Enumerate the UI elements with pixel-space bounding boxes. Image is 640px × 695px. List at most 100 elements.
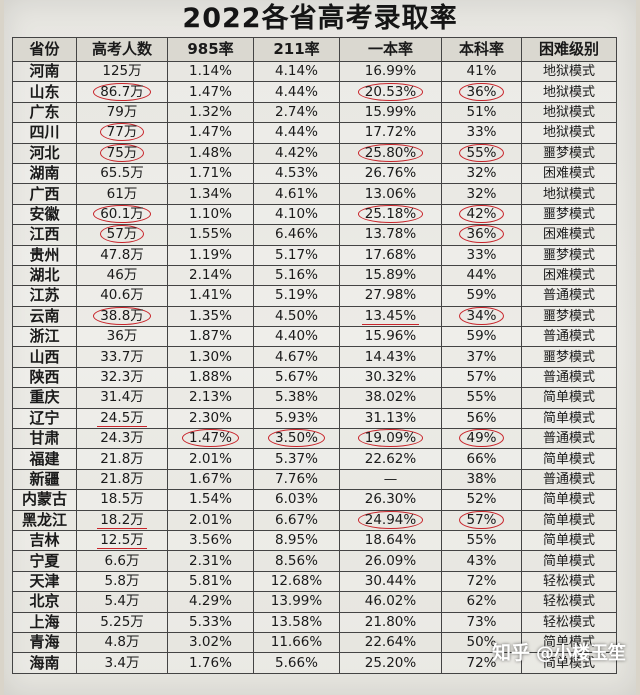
cell-value: 21.8万	[100, 450, 144, 467]
cell-rate-985: 1.76%	[167, 652, 254, 674]
cell-rate-tier1: 26.09%	[339, 550, 442, 572]
cell-rate-undergrad: 33%	[441, 244, 522, 266]
cell-examinees: 24.3万	[76, 428, 168, 450]
table-row: 陕西 32.3万 1.88% 5.67% 30.32% 57% 普通模式	[12, 366, 617, 389]
cell-value: 2.13%	[189, 389, 232, 406]
cell-value: 57%	[459, 510, 504, 529]
header-985-rate: 985率	[167, 37, 254, 62]
cell-examinees: 40.6万	[76, 285, 168, 307]
cell-rate-211: 4.42%	[253, 142, 340, 164]
cell-difficulty: 地狱模式	[521, 101, 617, 124]
cell-value: 40.6万	[100, 287, 144, 304]
cell-examinees: 86.7万	[76, 81, 168, 103]
cell-province: 重庆	[12, 387, 77, 409]
cell-difficulty: 简单模式	[521, 509, 617, 531]
cell-value: 1.47%	[182, 429, 239, 448]
cell-value: 55%	[466, 532, 497, 549]
table-row: 辽宁 24.5万 2.30% 5.93% 31.13% 56% 简单模式	[12, 407, 617, 430]
cell-rate-tier1: 19.09%	[339, 428, 442, 450]
cell-rate-211: 5.19%	[253, 285, 340, 307]
cell-value: 普通模式	[542, 329, 595, 345]
cell-value: 噩梦模式	[542, 349, 595, 365]
cell-province: 甘肃	[12, 428, 77, 450]
cell-value: 福建	[29, 449, 60, 468]
table-row: 内蒙古 18.5万 1.54% 6.03% 26.30% 52% 简单模式	[12, 489, 617, 511]
cell-value: 江西	[29, 225, 60, 244]
cell-rate-211: 13.99%	[253, 591, 340, 613]
cell-rate-tier1: 15.89%	[339, 264, 442, 287]
cell-value: 57%	[466, 369, 497, 386]
cell-rate-211: 4.50%	[253, 305, 340, 328]
table-row: 湖北 46万 2.14% 5.16% 15.89% 44% 困难模式	[12, 264, 617, 287]
cell-rate-985: 1.35%	[167, 305, 254, 328]
cell-rate-985: 1.48%	[167, 142, 254, 164]
cell-rate-211: 8.95%	[253, 529, 340, 552]
cell-value: 34%	[459, 306, 504, 325]
cell-value: 贵州	[29, 245, 60, 264]
cell-value: 噩梦模式	[542, 145, 595, 161]
cell-value: 18.5万	[100, 491, 144, 508]
table-row: 上海 5.25万 5.33% 13.58% 21.80% 73% 轻松模式	[12, 611, 617, 633]
cell-province: 辽宁	[12, 407, 77, 430]
cell-rate-tier1: 24.94%	[339, 509, 442, 531]
cell-value: 宁夏	[29, 551, 60, 570]
cell-rate-985: 1.32%	[167, 101, 254, 124]
cell-rate-undergrad: 73%	[441, 611, 522, 633]
cell-rate-tier1: 20.53%	[339, 81, 442, 103]
cell-value: 42%	[459, 204, 504, 223]
cell-rate-211: 4.67%	[253, 346, 340, 368]
cell-rate-undergrad: 59%	[441, 285, 522, 307]
cell-province: 安徽	[12, 203, 77, 226]
cell-value: 轻松模式	[542, 594, 595, 610]
table-row: 甘肃 24.3万 1.47% 3.50% 19.09% 49% 普通模式	[12, 428, 617, 450]
table-row: 福建 21.8万 2.01% 5.37% 22.62% 66% 简单模式	[12, 448, 617, 470]
cell-value: 5.8万	[104, 572, 140, 589]
cell-value: 5.25万	[100, 613, 144, 630]
cell-value: 云南	[29, 306, 60, 325]
cell-value: 普通模式	[542, 288, 595, 304]
cell-value: 52%	[466, 491, 497, 508]
cell-rate-undergrad: 43%	[441, 550, 522, 572]
cell-value: 简单模式	[542, 655, 595, 671]
table-row: 山西 33.7万 1.30% 4.67% 14.43% 37% 噩梦模式	[12, 346, 617, 368]
cell-rate-985: 2.30%	[167, 407, 254, 430]
header-tier1-rate: 一本率	[339, 37, 442, 62]
cell-rate-tier1: 25.18%	[339, 203, 442, 226]
cell-rate-tier1: 15.99%	[339, 101, 442, 124]
cell-value: 5.33%	[189, 613, 232, 630]
cell-examinees: 61万	[76, 183, 168, 205]
cell-examinees: 125万	[76, 60, 168, 83]
cell-province: 广西	[12, 183, 77, 205]
cell-province: 新疆	[12, 468, 77, 491]
cell-rate-211: 4.10%	[253, 203, 340, 226]
header-examinees: 高考人数	[76, 37, 168, 62]
cell-value: 36万	[106, 328, 138, 345]
cell-rate-tier1: 18.64%	[339, 529, 442, 552]
cell-rate-tier1: 26.30%	[339, 489, 442, 511]
cell-province: 福建	[12, 448, 77, 470]
cell-rate-211: 13.58%	[253, 611, 340, 633]
cell-rate-tier1: 30.32%	[339, 366, 442, 389]
cell-rate-985: 1.71%	[167, 162, 254, 185]
cell-rate-985: 1.41%	[167, 285, 254, 307]
cell-rate-211: 4.61%	[253, 183, 340, 205]
cell-value: 山西	[29, 347, 60, 366]
cell-value: 8.56%	[275, 552, 318, 569]
cell-value: 海南	[29, 653, 60, 672]
cell-value: 1.55%	[189, 226, 232, 243]
cell-rate-985: 5.81%	[167, 570, 254, 593]
cell-value: 噩梦模式	[542, 206, 595, 222]
cell-rate-211: 4.44%	[253, 122, 340, 144]
cell-value: 31.13%	[364, 409, 417, 426]
cell-value: 62%	[466, 593, 497, 610]
cell-value: 4.14%	[275, 63, 318, 80]
cell-examinees: 65.5万	[76, 162, 168, 185]
cell-value: 31.4万	[100, 389, 144, 406]
cell-province: 江苏	[12, 285, 77, 307]
cell-rate-undergrad: 57%	[441, 509, 522, 531]
cell-value: 73%	[466, 613, 497, 630]
cell-value: 13.58%	[270, 613, 323, 630]
header-undergrad-rate: 本科率	[441, 37, 522, 62]
cell-value: 72%	[466, 654, 497, 671]
cell-examinees: 75万	[76, 142, 168, 164]
